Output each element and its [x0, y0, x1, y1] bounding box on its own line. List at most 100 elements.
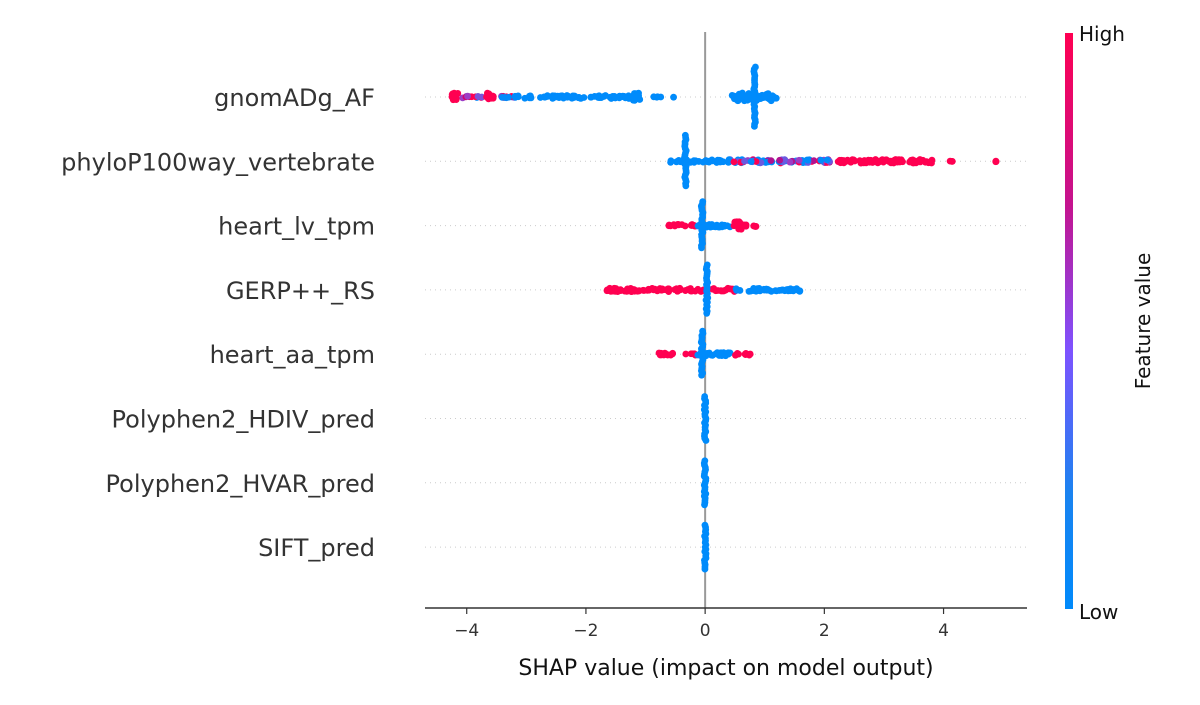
feature-label: Polyphen2_HVAR_pred: [106, 470, 375, 498]
colorbar-gradient: [1065, 33, 1073, 609]
shap-point: [745, 90, 753, 97]
shap-point: [705, 157, 713, 165]
shap-point: [602, 92, 609, 99]
x-tick-label: 2: [819, 621, 830, 641]
shap-point: [916, 158, 924, 166]
shap-point: [823, 156, 831, 164]
x-axis: −4 −2 0 2 4: [425, 607, 1027, 641]
colorbar: High Low Feature value: [1065, 22, 1155, 624]
shap-point: [747, 158, 755, 165]
shap-point: [851, 157, 859, 165]
shap-point: [992, 158, 1000, 166]
shap-point: [688, 221, 696, 229]
shap-point: [735, 218, 743, 226]
shap-point: [608, 287, 616, 294]
feature-points-row: [701, 521, 710, 573]
shap-point: [928, 156, 936, 164]
shap-point: [634, 287, 641, 295]
shap-point: [741, 157, 748, 165]
shap-point: [779, 286, 787, 294]
shap-point: [505, 93, 512, 101]
feature-label: heart_lv_tpm: [218, 213, 375, 241]
shap-point: [867, 156, 875, 164]
shap-point: [703, 309, 711, 317]
shap-point: [726, 285, 734, 293]
shap-point: [887, 157, 895, 165]
shap-point: [781, 156, 789, 164]
shap-point: [948, 157, 956, 165]
shap-point: [788, 287, 796, 294]
shap-point: [907, 158, 914, 166]
shap-point: [650, 93, 658, 101]
feature-labels: gnomADg_AF phyloP100way_vertebrate heart_l…: [61, 84, 375, 562]
feature-points-row: [448, 63, 780, 130]
shap-point: [485, 90, 493, 98]
feature-label: Polyphen2_HDIV_pred: [112, 406, 375, 434]
shap-point: [732, 285, 740, 293]
shap-point: [596, 94, 603, 102]
shap-point: [735, 225, 743, 233]
x-tick-label: −4: [454, 621, 479, 641]
shap-point: [701, 565, 709, 573]
feature-points-row: [603, 261, 804, 317]
colorbar-title: Feature value: [1131, 253, 1155, 390]
shap-point: [698, 244, 705, 252]
x-axis-label: SHAP value (impact on model output): [518, 656, 933, 681]
feature-points-row: [667, 131, 1000, 190]
shap-point: [631, 96, 639, 104]
feature-label: heart_aa_tpm: [210, 341, 375, 369]
shap-point: [761, 93, 768, 100]
shap-point: [733, 350, 741, 357]
shap-point: [767, 157, 775, 164]
shap-point: [639, 286, 647, 294]
shap-point: [717, 287, 725, 295]
shap-point: [682, 350, 690, 358]
x-tick-label: −2: [573, 621, 598, 641]
x-tick-label: 0: [700, 621, 711, 641]
shap-point: [872, 158, 880, 166]
shap-point: [451, 91, 459, 99]
feature-label: gnomADg_AF: [214, 84, 375, 112]
shap-point: [708, 221, 716, 228]
shap-point: [670, 93, 677, 101]
shap-point: [635, 92, 643, 100]
shap-point: [688, 287, 696, 295]
shap-point: [543, 93, 551, 100]
shap-point: [671, 222, 679, 230]
shap-point: [714, 156, 722, 164]
shap-point: [750, 94, 757, 101]
feature-label: phyloP100way_vertebrate: [61, 148, 375, 176]
shap-point: [656, 351, 664, 359]
shap-point: [665, 288, 673, 295]
shap-point: [549, 94, 557, 102]
shap-point: [557, 92, 565, 100]
shap-point: [751, 285, 759, 293]
shap-point: [698, 371, 706, 379]
shap-point: [682, 182, 690, 190]
shap-point: [702, 437, 710, 444]
shap-point: [752, 158, 760, 165]
shap-point: [624, 287, 632, 295]
shap-point: [795, 287, 803, 295]
feature-points-row: [665, 198, 760, 252]
shap-points: [448, 63, 1000, 573]
shap-point: [701, 501, 708, 509]
shap-point: [750, 222, 758, 230]
shap-point: [817, 156, 825, 164]
shap-point: [856, 157, 864, 165]
shap-point: [615, 94, 623, 102]
x-tick-label: 4: [938, 621, 949, 641]
shap-point: [514, 93, 522, 101]
shap-point: [795, 156, 803, 164]
colorbar-high-label: High: [1079, 22, 1125, 46]
shap-point: [665, 222, 673, 230]
shap-point: [498, 94, 506, 101]
feature-label: SIFT_pred: [258, 534, 375, 562]
shap-point: [657, 93, 665, 101]
shap-point: [804, 156, 812, 164]
shap-point: [682, 287, 689, 294]
shap-point: [730, 158, 738, 166]
shap-point: [526, 92, 533, 100]
feature-points-row: [700, 393, 710, 444]
